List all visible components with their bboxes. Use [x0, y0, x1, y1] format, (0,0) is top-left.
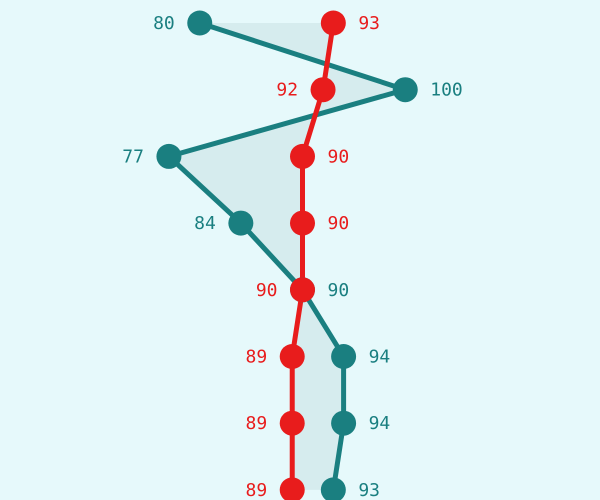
red-data-label: 90 [256, 280, 278, 301]
red-point [290, 143, 315, 169]
red-data-label: 89 [246, 413, 268, 434]
red-point [310, 77, 336, 103]
series-points [156, 10, 418, 500]
red-data-label: 90 [328, 146, 350, 167]
red-data-label: 93 [358, 13, 380, 34]
teal-data-label: 84 [194, 213, 216, 234]
red-data-label: 92 [276, 80, 298, 101]
red-data-label: 89 [246, 480, 268, 500]
red-point [279, 477, 305, 500]
red-data-label: 89 [246, 347, 268, 368]
red-data-label: 90 [328, 213, 350, 234]
teal-data-label: 80 [153, 13, 175, 34]
teal-point [156, 143, 182, 169]
teal-data-label: 90 [328, 280, 350, 301]
teal-point [331, 344, 357, 369]
teal-point [187, 10, 213, 36]
teal-data-label: 94 [369, 413, 391, 434]
red-point [279, 410, 305, 436]
teal-data-label: 100 [430, 80, 463, 101]
red-point [290, 277, 315, 303]
teal-data-label: 94 [369, 347, 391, 368]
teal-point [392, 77, 418, 103]
data-labels: 80 100 77 84 90 94 94 93 93 92 90 90 90 89 89 89 [122, 13, 463, 500]
teal-data-label: 93 [358, 480, 380, 500]
teal-point [331, 410, 357, 436]
teal-point [320, 477, 346, 500]
red-point [320, 10, 346, 36]
red-point [290, 210, 315, 236]
teal-point [228, 210, 254, 236]
red-point [279, 344, 305, 369]
teal-data-label: 77 [122, 146, 144, 167]
